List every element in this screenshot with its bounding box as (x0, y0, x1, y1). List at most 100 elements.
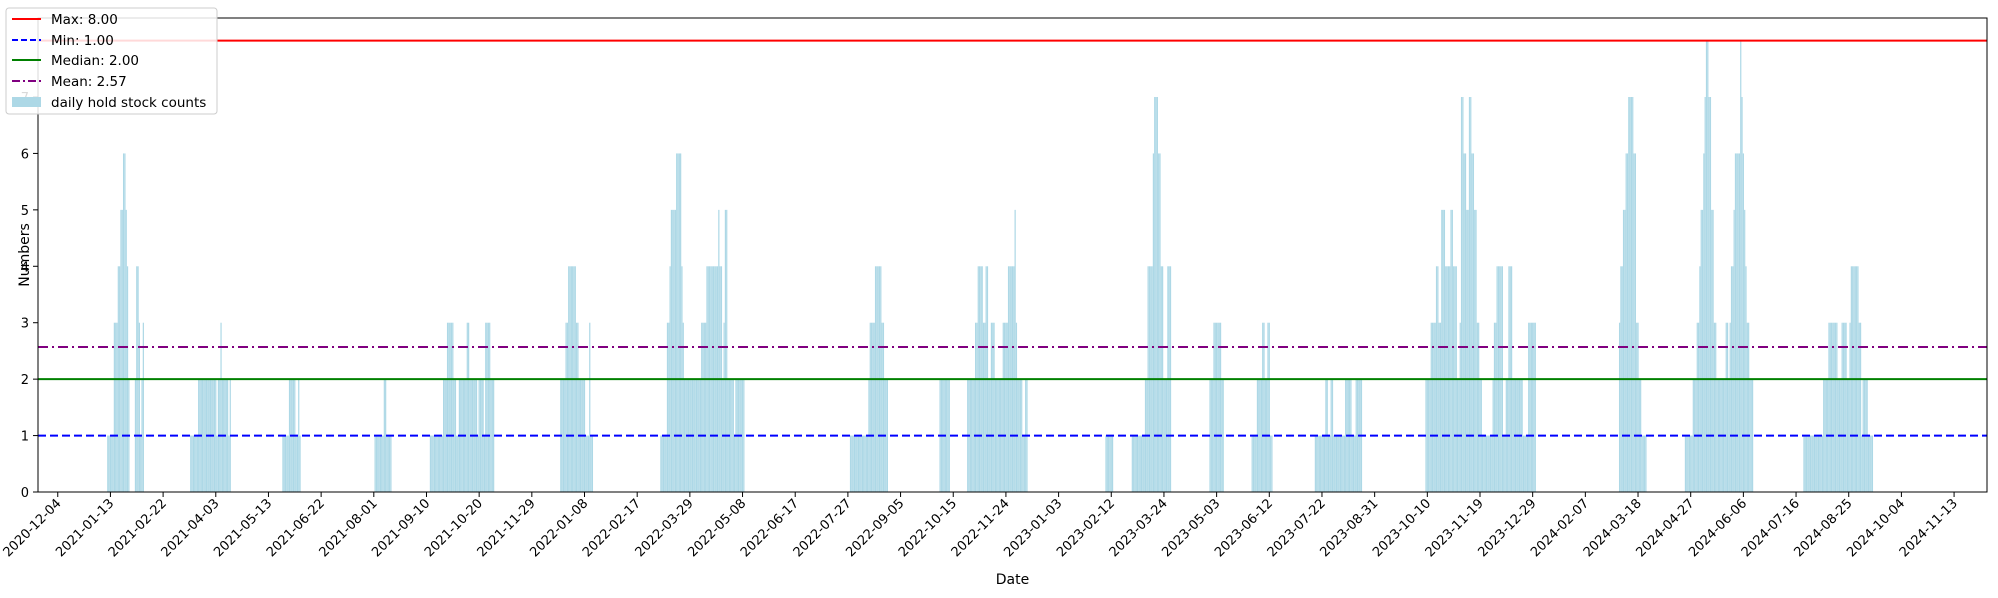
bar (1213, 322, 1215, 492)
bar (1483, 435, 1485, 492)
bar (113, 322, 115, 492)
bar (487, 322, 489, 492)
bar (1259, 379, 1261, 492)
bar (433, 435, 435, 492)
legend-label: Mean: 2.57 (51, 74, 127, 90)
bar (1493, 322, 1496, 492)
bar (1021, 379, 1023, 492)
bar (855, 435, 857, 492)
bar (1111, 435, 1114, 492)
bar (1709, 97, 1712, 492)
bar (668, 322, 670, 492)
bar (1821, 435, 1823, 492)
bar (1316, 435, 1318, 492)
bar (374, 435, 376, 492)
bar (1715, 322, 1717, 492)
bar (662, 435, 665, 492)
bar (670, 209, 673, 493)
bar (191, 435, 193, 492)
bar (287, 435, 289, 492)
bar (1255, 435, 1257, 492)
bar (1625, 153, 1627, 492)
bar (1426, 379, 1428, 492)
bar (466, 322, 468, 492)
bar (702, 322, 704, 492)
bar (857, 435, 860, 492)
bar (664, 435, 666, 492)
bar (450, 322, 453, 492)
bar (882, 322, 885, 492)
bar (872, 322, 874, 492)
bar (112, 435, 114, 492)
bar (947, 379, 949, 492)
bar (1622, 209, 1625, 493)
bar (1644, 435, 1646, 492)
bar (1750, 379, 1752, 492)
bar (1726, 322, 1729, 492)
bar (431, 435, 433, 492)
bar (1331, 379, 1334, 492)
bar (975, 322, 977, 492)
bar (863, 435, 865, 492)
bar (1329, 435, 1331, 492)
bar (1484, 435, 1486, 492)
bar (1330, 379, 1332, 492)
bar (1869, 435, 1871, 492)
x-axis-label: Date (996, 572, 1029, 588)
bar (886, 379, 888, 492)
bar (1705, 40, 1708, 492)
bar (562, 379, 565, 492)
bar (1836, 322, 1838, 492)
bar (1744, 209, 1746, 493)
bar (1159, 153, 1161, 492)
bar (1428, 379, 1430, 492)
bar (1466, 209, 1468, 493)
bar (1106, 435, 1108, 492)
bar (1526, 435, 1529, 492)
bar (429, 435, 432, 492)
bar (454, 379, 457, 492)
bar (1487, 435, 1489, 492)
bar (666, 322, 669, 492)
bar (1152, 153, 1155, 492)
bar (732, 379, 734, 492)
bar (1522, 435, 1525, 492)
legend-box (5, 7, 218, 115)
bar (1829, 322, 1831, 492)
bar (1318, 435, 1320, 492)
bar (1006, 322, 1008, 492)
bar (1846, 379, 1849, 492)
bar (108, 435, 110, 492)
bar (867, 435, 869, 492)
bar (1158, 153, 1160, 492)
bar (1834, 322, 1837, 492)
bar (1133, 435, 1135, 492)
bar (227, 379, 229, 492)
bar (1355, 379, 1357, 492)
bar (1005, 322, 1007, 492)
bar (1626, 153, 1629, 492)
bar (202, 379, 204, 492)
bar (564, 379, 566, 492)
bar (1164, 379, 1166, 492)
bar (972, 379, 974, 492)
bar (1512, 379, 1514, 492)
bar (1808, 435, 1810, 492)
bar (1450, 209, 1452, 493)
bar (192, 435, 194, 492)
bar (984, 322, 986, 492)
bar (1845, 322, 1847, 492)
bar (885, 379, 887, 492)
bar (1841, 322, 1843, 492)
bar (881, 322, 883, 492)
bar (701, 322, 703, 492)
bar (1462, 97, 1464, 492)
bar (1222, 379, 1224, 492)
bar (726, 209, 728, 493)
bar (485, 322, 487, 492)
bar (483, 435, 486, 492)
bar (682, 322, 684, 492)
bar (585, 435, 587, 492)
bar (141, 379, 143, 492)
